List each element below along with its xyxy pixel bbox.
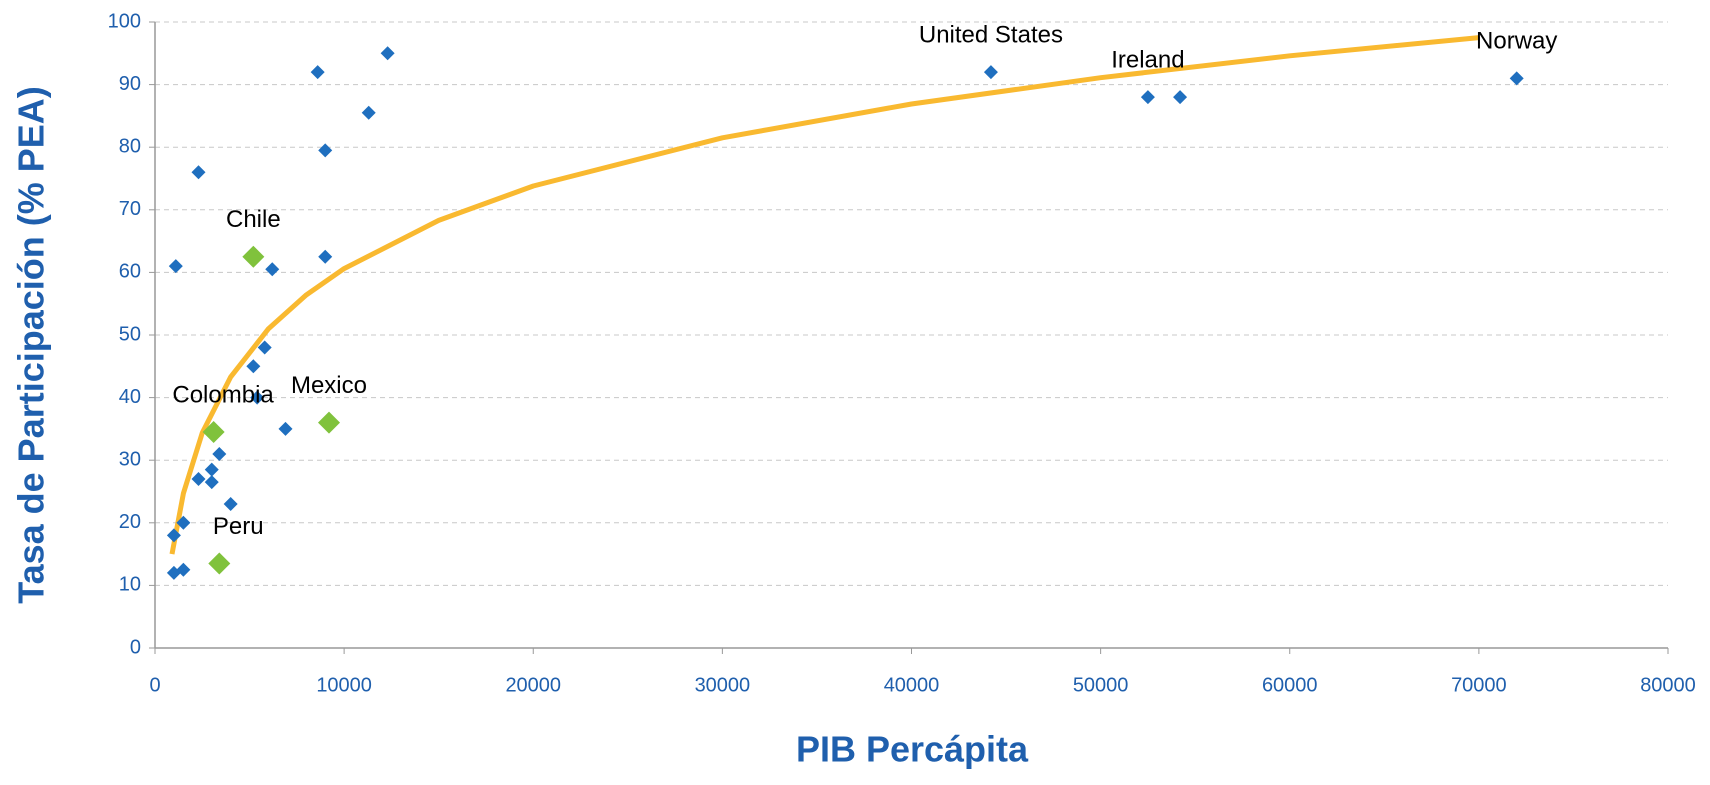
- annotation: Colombia: [172, 381, 274, 408]
- data-point: [380, 46, 395, 61]
- data-point: [246, 359, 261, 374]
- y-tick-label: 100: [108, 10, 141, 32]
- y-tick-label: 50: [119, 323, 141, 345]
- annotation: Norway: [1476, 28, 1557, 55]
- x-tick-label: 40000: [884, 674, 940, 696]
- data-point: [317, 411, 340, 434]
- data-point: [1509, 71, 1524, 86]
- data-point: [223, 497, 238, 512]
- y-tick-label: 40: [119, 386, 141, 408]
- data-point: [250, 390, 265, 405]
- data-point: [1140, 90, 1155, 105]
- data-point: [242, 245, 265, 268]
- data-point: [318, 249, 333, 264]
- data-point: [176, 515, 191, 530]
- x-tick-label: 30000: [695, 674, 751, 696]
- data-point: [983, 65, 998, 80]
- data-point: [204, 462, 219, 477]
- data-point: [318, 143, 333, 158]
- y-tick-label: 70: [119, 198, 141, 220]
- annotation: Chile: [226, 206, 281, 233]
- x-tick-label: 10000: [316, 674, 372, 696]
- data-point: [1173, 90, 1188, 105]
- data-point: [257, 340, 272, 355]
- data-point: [361, 105, 376, 120]
- data-point: [191, 165, 206, 180]
- x-tick-label: 70000: [1451, 674, 1507, 696]
- data-point: [212, 446, 227, 461]
- y-tick-label: 30: [119, 448, 141, 470]
- data-point: [265, 262, 280, 277]
- annotation: United States: [919, 21, 1063, 48]
- y-tick-label: 90: [119, 73, 141, 95]
- data-point: [208, 552, 231, 575]
- x-tick-label: 20000: [505, 674, 561, 696]
- x-tick-label: 50000: [1073, 674, 1129, 696]
- x-tick-label: 0: [149, 674, 160, 696]
- data-point: [204, 475, 219, 490]
- y-tick-label: 80: [119, 135, 141, 157]
- data-point: [176, 562, 191, 577]
- data-point: [168, 259, 183, 274]
- annotation: Ireland: [1111, 46, 1184, 73]
- annotation: Mexico: [291, 372, 367, 399]
- data-point: [166, 528, 181, 543]
- y-tick-label: 0: [130, 636, 141, 658]
- annotation: Peru: [213, 513, 264, 540]
- data-point: [278, 421, 293, 436]
- y-tick-label: 20: [119, 511, 141, 533]
- y-tick-label: 60: [119, 261, 141, 283]
- x-tick-label: 80000: [1640, 674, 1696, 696]
- x-axis-title: PIB Percápita: [796, 729, 1029, 770]
- data-point: [191, 471, 206, 486]
- data-point: [202, 421, 225, 444]
- x-tick-label: 60000: [1262, 674, 1318, 696]
- y-axis-title: Tasa de Participación (% PEA): [11, 86, 52, 603]
- trendline: [169, 35, 1480, 555]
- data-point: [310, 65, 325, 80]
- y-tick-label: 10: [119, 574, 141, 596]
